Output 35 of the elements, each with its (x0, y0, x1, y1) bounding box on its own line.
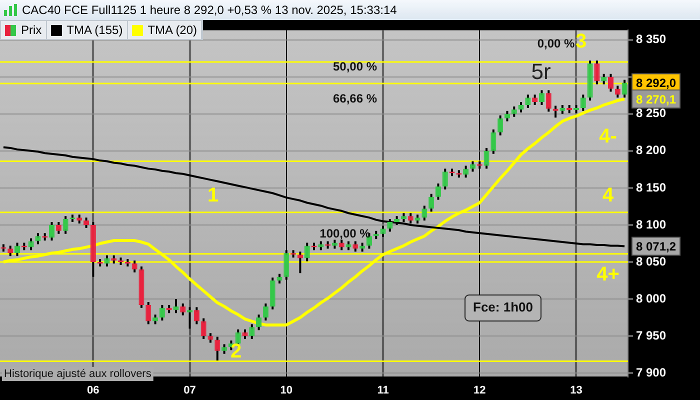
y-tick-label: 8 250 (636, 106, 666, 120)
y-tick-label: 8 000 (636, 291, 666, 306)
annotation: Historique ajusté aux rollovers (4, 368, 152, 380)
y-tick-label: 7 900 (636, 365, 666, 380)
data-label: 8 270,1 (636, 92, 676, 106)
annotation: 100,00 % (320, 226, 371, 240)
x-tick-label: 06 (87, 384, 100, 396)
x-tick-label: 07 (184, 384, 196, 396)
annotation: 5r (531, 59, 551, 84)
annotation: 4 (602, 184, 614, 207)
x-tick-label: 11 (377, 384, 389, 396)
text: 8 292,0 (636, 76, 676, 90)
annotation: 0,00 % (537, 36, 576, 50)
y-tick-label: 7 950 (636, 328, 666, 342)
legend-label: Prix (21, 23, 42, 37)
x-tick-label: 13 (570, 384, 582, 396)
legend-label: TMA (155) (66, 23, 123, 37)
annotation: 4+ (596, 264, 620, 286)
x-tick-label: 12 (474, 384, 486, 396)
annotation: Fce: 1h00 (473, 300, 533, 315)
annotation: 3 (575, 30, 587, 53)
y-tick-label: 8 050 (636, 254, 666, 268)
y-tick-label: 8 150 (636, 180, 666, 194)
annotation: 66,66 % (332, 91, 378, 106)
chart-title: CAC40 FCE Full1125 1 heure 8 292,0 +0,53 % 13 nov. 2025, 15:33:14 (22, 2, 397, 19)
annotation: 2 (230, 340, 242, 363)
x-tick-label: 10 (280, 384, 293, 396)
y-tick-label: 8 100 (636, 217, 666, 232)
data-label: 8 071,2 (636, 240, 676, 254)
y-tick-label: 8 350 (636, 32, 666, 46)
annotation: 4- (599, 126, 617, 148)
legend-label: TMA (20) (148, 23, 198, 37)
annotation: 1 (207, 184, 219, 207)
annotation: 50,00 % (332, 59, 378, 74)
y-tick-label: 8 200 (636, 143, 666, 158)
